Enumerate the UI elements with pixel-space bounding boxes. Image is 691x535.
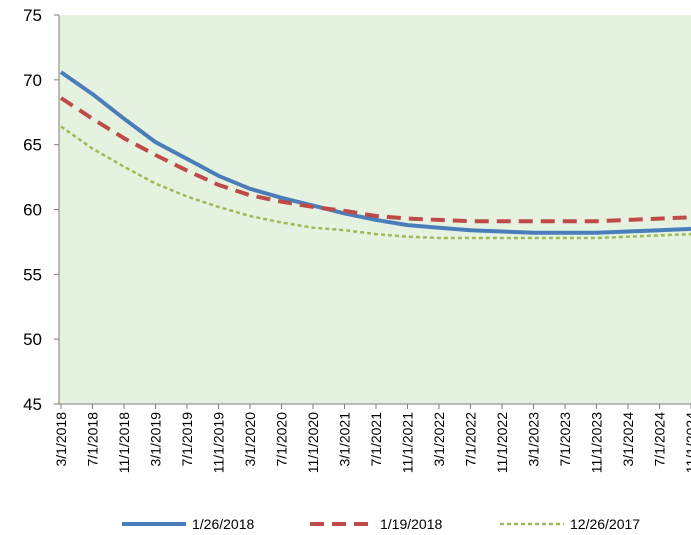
legend: 1/26/2018 1/19/2018 12/26/2017 xyxy=(122,516,640,532)
x-tick-label: 11/1/2020 xyxy=(305,412,321,473)
x-tick-label: 7/1/2023 xyxy=(557,412,573,467)
x-tick-label: 7/1/2024 xyxy=(652,412,668,467)
legend-label-1: 1/26/2018 xyxy=(192,516,254,532)
x-tick-label: 3/1/2020 xyxy=(242,412,258,467)
x-tick-label: 3/1/2023 xyxy=(526,412,542,467)
x-tick-label: 11/1/2018 xyxy=(116,412,132,473)
x-tick-label: 7/1/2021 xyxy=(368,412,384,467)
x-tick-label: 7/1/2018 xyxy=(85,412,101,467)
x-tick-label: 11/1/2022 xyxy=(494,412,510,473)
y-tick-label: 60 xyxy=(23,201,42,220)
x-tick-label: 3/1/2018 xyxy=(53,412,69,467)
y-tick-label: 55 xyxy=(23,265,42,284)
y-tick-label: 65 xyxy=(23,136,42,155)
y-tick-label: 75 xyxy=(23,6,42,25)
legend-label-2: 1/19/2018 xyxy=(380,516,442,532)
x-tick-label: 11/1/2019 xyxy=(211,412,227,473)
x-tick-label: 11/1/2021 xyxy=(400,412,416,473)
x-tick-label: 3/1/2022 xyxy=(431,412,447,467)
x-tick-label: 3/1/2019 xyxy=(148,412,164,467)
x-tick-label: 3/1/2021 xyxy=(337,412,353,467)
series-line-2 xyxy=(59,96,691,224)
x-tick-label: 7/1/2022 xyxy=(463,412,479,467)
plot-area xyxy=(59,15,691,404)
series-line-3 xyxy=(60,125,691,240)
x-tick-label: 7/1/2019 xyxy=(179,412,195,467)
legend-label-3: 12/26/2017 xyxy=(570,516,640,532)
y-tick-label: 70 xyxy=(23,71,42,90)
y-tick-label: 45 xyxy=(23,395,42,414)
x-tick-label: 7/1/2020 xyxy=(274,412,290,467)
y-tick-label: 50 xyxy=(23,330,42,349)
x-tick-label: 11/1/2023 xyxy=(589,412,605,473)
x-tick-label: 3/1/2024 xyxy=(620,412,636,467)
series-line-1 xyxy=(59,70,691,235)
x-tick-label: 11/1/2024 xyxy=(683,412,691,473)
